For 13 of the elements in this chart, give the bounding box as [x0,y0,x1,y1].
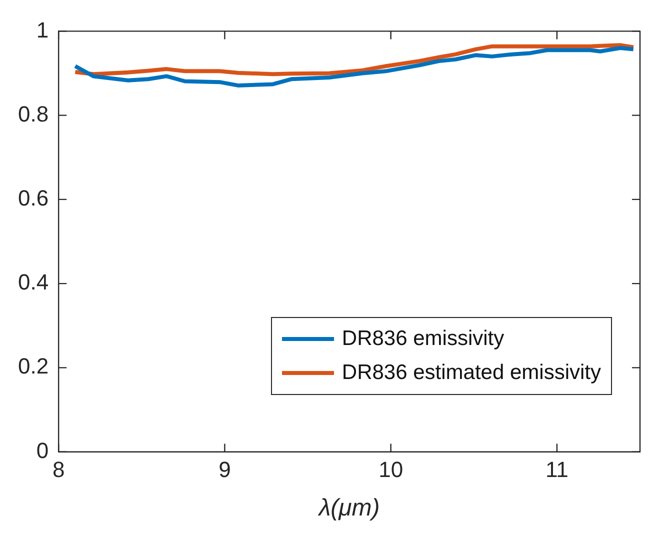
x-tick-label: 9 [218,457,231,482]
y-tick-label: 0.6 [18,186,49,211]
legend-label: DR836 emissivity [342,327,504,351]
y-tick-label: 0.4 [18,270,49,295]
legend-label: DR836 estimated emissivity [342,361,601,385]
x-tick-label: 8 [52,457,65,482]
x-axis-title: λ(μm) [316,494,380,522]
y-tick-label: 0.8 [18,101,49,126]
x-tick-label: 10 [378,457,404,482]
y-tick-label: 0 [36,438,49,463]
y-tick-label: 1 [36,17,49,42]
x-tick-label: 11 [546,457,568,482]
y-tick-label: 0.2 [18,354,49,379]
